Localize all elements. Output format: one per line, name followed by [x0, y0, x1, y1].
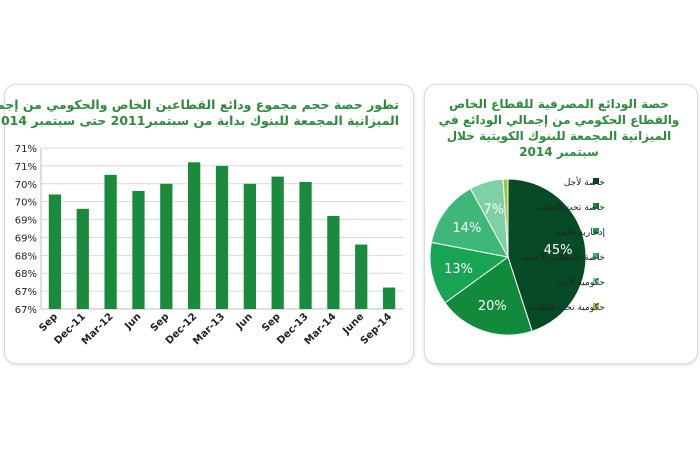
legend-swatch — [593, 303, 599, 309]
bar — [355, 244, 368, 309]
bar — [48, 194, 62, 309]
pie-chart-title: حصة الودائع المصرفية للقطاع الخاص والقطا… — [438, 97, 680, 159]
pie-slice-label: 45% — [544, 243, 573, 258]
x-tick-label: June — [340, 311, 366, 337]
y-tick-label: 70% — [15, 198, 37, 209]
pie-slice — [444, 256, 533, 336]
pie-chart-panel: حصة الودائع المصرفية للقطاع الخاص والقطا… — [424, 84, 698, 364]
bar — [271, 176, 284, 309]
legend-label: خاصة لأجل — [564, 176, 605, 188]
pie-slice-label: 20% — [478, 299, 507, 314]
bar — [188, 162, 201, 309]
x-tick-label: Sep — [149, 311, 172, 334]
bar — [299, 181, 312, 309]
x-tick-label: Sep — [37, 311, 60, 334]
y-tick-label: 71% — [15, 162, 37, 173]
legend-swatch — [593, 228, 599, 234]
legend-label: حكومية لأجل — [557, 276, 605, 288]
x-tick-label: Jun — [122, 311, 143, 332]
bar — [243, 183, 256, 309]
y-tick-label: 67% — [15, 287, 37, 298]
bar — [160, 183, 173, 309]
y-tick-label: 68% — [15, 269, 37, 280]
bar-chart-title-line-1: تطور حصة حجم مجموع ودائع القطاعين الخاص … — [0, 97, 399, 112]
legend-swatch — [593, 203, 599, 209]
pie-slice — [430, 187, 509, 258]
y-tick-label: 68% — [15, 251, 37, 262]
bar — [382, 287, 396, 309]
x-tick-label: Sep-14 — [359, 311, 395, 347]
bar-chart-title-line-2: الميزانية المجمعة للبنوك بداية من سبتمبر… — [0, 113, 399, 128]
pie-chart: 45% 20% 13% 14%7% خاصة لأجل خاصة تحت الطلب إدخ… — [429, 176, 605, 336]
legend-label: إدخارية خاصة — [555, 228, 605, 238]
bar — [104, 174, 117, 309]
legend-swatch — [593, 278, 599, 284]
bar-chart: 71%71%70%70%69%69%68%68%67%67%SepDec-11M… — [15, 144, 403, 347]
pie-slice-label: 7% — [484, 202, 505, 217]
pie-slice-label: 13% — [444, 262, 473, 277]
pie-slice — [507, 178, 587, 332]
legend-label: حكومية تحت الطلب — [530, 303, 605, 313]
bar — [132, 190, 145, 309]
legend-label: خاصة تحت الطلب — [537, 203, 605, 213]
pie-slice — [502, 178, 509, 258]
y-tick-label: 69% — [15, 233, 37, 244]
bar — [215, 165, 229, 309]
bar — [327, 215, 340, 309]
y-tick-label: 67% — [15, 305, 37, 316]
y-tick-label: 70% — [15, 180, 37, 191]
legend-swatch — [593, 178, 599, 184]
x-tick-label: Jun — [234, 311, 255, 332]
pie-slice — [429, 241, 510, 304]
legend-label: خاصة بالعملات الأجنبية — [521, 251, 605, 263]
legend-swatch — [593, 253, 599, 259]
pie-slice-label: 14% — [453, 221, 482, 236]
bar-chart-panel: تطور حصة حجم مجموع ودائع القطاعين الخاص … — [0, 84, 414, 364]
x-tick-label: Sep — [260, 311, 283, 334]
y-tick-label: 69% — [15, 216, 37, 227]
bar — [76, 208, 89, 309]
y-tick-label: 71% — [15, 144, 37, 155]
